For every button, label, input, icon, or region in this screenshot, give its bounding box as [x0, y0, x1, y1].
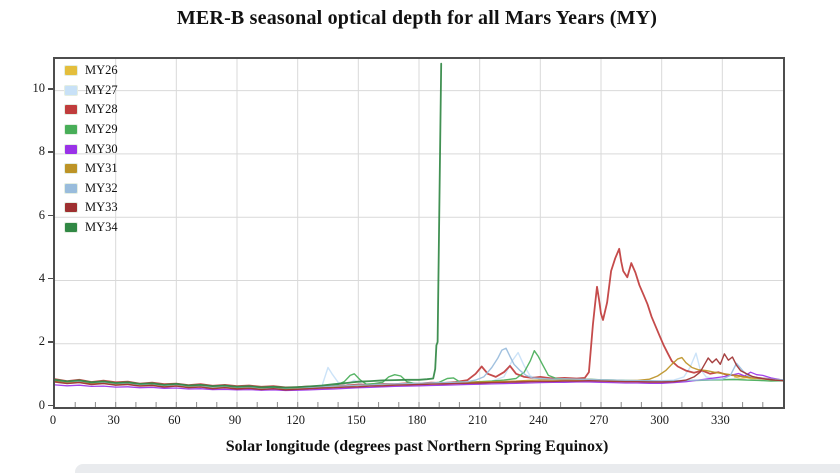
- chart-title: MER-B seasonal optical depth for all Mar…: [176, 7, 658, 29]
- y-axis-tick: [48, 88, 53, 90]
- legend-item-MY32: MY32: [64, 179, 118, 199]
- legend-item-MY26: MY26: [64, 61, 118, 81]
- y-tick-label-0: 0: [38, 397, 45, 412]
- legend-item-MY34: MY34: [64, 218, 118, 238]
- legend-label-MY32: MY32: [85, 180, 118, 195]
- legend-label-MY33: MY33: [85, 200, 118, 215]
- x-tick-label-90: 90: [228, 413, 242, 427]
- x-axis-title: Solar longitude (degrees past Northern S…: [225, 438, 609, 455]
- legend-label-MY31: MY31: [85, 161, 118, 176]
- y-tick-label-4: 4: [38, 270, 45, 285]
- series-line-MY33: [55, 353, 783, 391]
- legend-item-MY31: MY31: [64, 159, 118, 179]
- x-tick-label-120: 120: [286, 413, 306, 427]
- legend-item-MY30: MY30: [64, 139, 118, 159]
- x-tick-label-240: 240: [528, 413, 548, 427]
- legend-label-MY28: MY28: [85, 102, 118, 117]
- legend-swatch-MY29: [64, 124, 78, 136]
- y-axis-tick: [48, 341, 53, 343]
- legend-swatch-MY31: [64, 163, 78, 175]
- y-tick-label-6: 6: [38, 207, 45, 222]
- legend-swatch-MY34: [64, 222, 78, 234]
- legend-swatch-MY33: [64, 202, 78, 214]
- legend-swatch-MY30: [64, 143, 78, 155]
- x-tick-label-210: 210: [468, 413, 488, 427]
- legend-label-MY26: MY26: [85, 63, 118, 78]
- y-tick-label-8: 8: [38, 144, 45, 159]
- x-tick-label-300: 300: [650, 413, 670, 427]
- x-tick-label-330: 330: [710, 413, 730, 427]
- x-tick-label-150: 150: [346, 413, 366, 427]
- legend-item-MY29: MY29: [64, 120, 118, 140]
- legend-label-MY30: MY30: [85, 141, 118, 156]
- x-tick-label-60: 60: [168, 413, 181, 427]
- series-line-MY34: [55, 62, 443, 389]
- x-tick-label-0: 0: [49, 413, 57, 427]
- legend: MY26 MY27 MY28 MY29 MY30 MY31 MY32 MY33 MY34: [64, 61, 118, 237]
- y-axis-tick: [48, 404, 53, 406]
- legend-swatch-MY26: [64, 65, 78, 77]
- legend-swatch-MY27: [64, 84, 78, 96]
- legend-label-MY29: MY29: [85, 122, 118, 137]
- content-strip: [75, 464, 840, 473]
- y-tick-label-10: 10: [32, 81, 46, 96]
- x-tick-label-270: 270: [589, 413, 609, 427]
- legend-item-MY28: MY28: [64, 100, 118, 120]
- legend-label-MY27: MY27: [85, 82, 118, 97]
- legend-swatch-MY28: [64, 104, 78, 116]
- legend-item-MY33: MY33: [64, 198, 118, 218]
- y-axis-tick: [48, 214, 53, 217]
- legend-label-MY34: MY34: [85, 220, 118, 235]
- x-tick-label-180: 180: [407, 413, 427, 427]
- y-axis-tick: [48, 151, 53, 153]
- plot-svg: [55, 59, 783, 407]
- y-axis-tick: [48, 277, 53, 280]
- y-tick-label-2: 2: [38, 334, 45, 349]
- legend-swatch-MY32: [64, 182, 78, 194]
- legend-item-MY27: MY27: [64, 81, 118, 101]
- plot-area: [53, 57, 785, 409]
- x-tick-label-30: 30: [107, 413, 120, 427]
